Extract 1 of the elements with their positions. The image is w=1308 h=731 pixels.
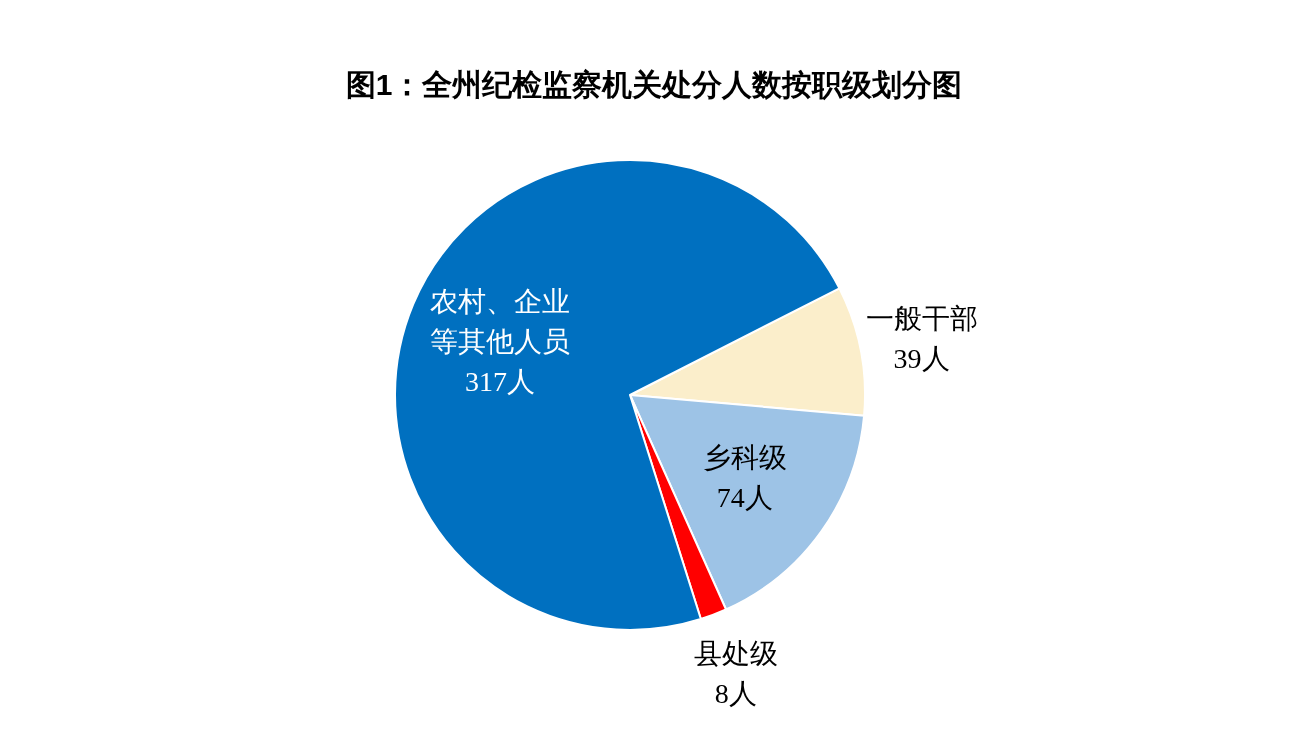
title: 图1：全州纪检监察机关处分人数按职级划分图 <box>345 68 963 101</box>
